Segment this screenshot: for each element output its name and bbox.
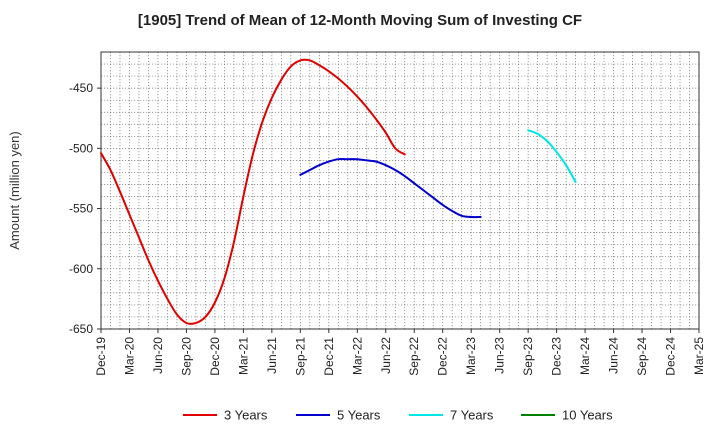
legend-label-5-years: 5 Years <box>337 408 381 423</box>
x-tick-label: Mar-23 <box>464 337 478 375</box>
x-tick-label: Jun-23 <box>493 337 507 374</box>
legend-layer: 3 Years 5 Years 7 Years 10 Years <box>183 408 613 423</box>
chart-title: [1905] Trend of Mean of 12-Month Moving … <box>137 12 583 29</box>
x-tick-label: Sep-22 <box>407 337 421 376</box>
x-tick-label: Dec-21 <box>322 337 336 376</box>
x-tick-label: Sep-21 <box>293 337 307 376</box>
plot-frame <box>100 51 700 330</box>
x-tick-label: Sep-23 <box>521 337 535 376</box>
x-tick-label: Jun-21 <box>265 337 279 374</box>
x-tick-label: Dec-19 <box>94 337 108 376</box>
grid-layer <box>101 52 699 329</box>
series-layer <box>100 58 577 325</box>
x-tick-label: Mar-20 <box>122 337 136 375</box>
x-tick-label: Sep-24 <box>635 337 649 376</box>
x-tick-label: Jun-22 <box>379 337 393 374</box>
x-tick-label: Dec-23 <box>550 337 564 376</box>
y-tick-label: -650 <box>69 322 93 336</box>
x-tick-label: Dec-22 <box>436 337 450 376</box>
legend-label-7-years: 7 Years <box>450 408 494 423</box>
x-tick-label: Mar-22 <box>350 337 364 375</box>
x-tick-label: Mar-21 <box>236 337 250 375</box>
legend-label-10-years: 10 Years <box>562 408 613 423</box>
series-line-5-years <box>299 158 482 219</box>
y-tick-label: -500 <box>69 141 93 155</box>
y-axis-label: Amount (million yen) <box>7 131 22 250</box>
x-tick-label: Sep-20 <box>179 337 193 376</box>
x-tick-label: Mar-24 <box>578 337 592 375</box>
x-tick-label: Mar-25 <box>692 337 706 375</box>
series-line-3-years <box>100 58 406 325</box>
x-tick-label: Jun-20 <box>151 337 165 374</box>
x-tick-label: Dec-24 <box>664 337 678 376</box>
plot-background <box>101 52 699 329</box>
y-tick-label: -550 <box>69 202 93 216</box>
x-tick-label: Jun-24 <box>607 337 621 374</box>
y-tick-label: -600 <box>69 262 93 276</box>
x-tick-label: Dec-20 <box>208 337 222 376</box>
legend-label-3-years: 3 Years <box>224 408 268 423</box>
series-line-7-years <box>527 129 577 184</box>
y-tick-label: -450 <box>69 81 93 95</box>
